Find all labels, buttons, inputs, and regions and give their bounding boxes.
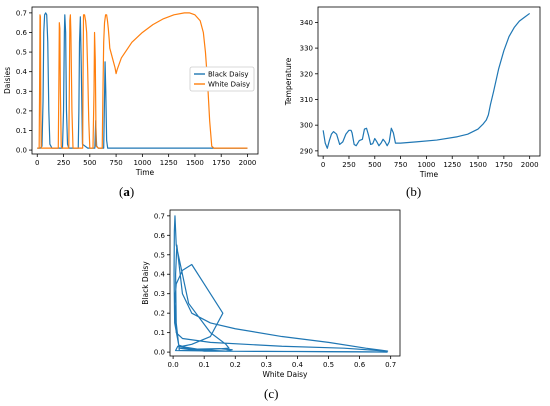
x-tick-label: 500 (368, 161, 381, 169)
series-line-c-1 (173, 215, 389, 353)
x-tick-label: 250 (342, 161, 355, 169)
x-tick-label: 750 (109, 159, 122, 167)
y-tick-label: 0.3 (16, 88, 27, 96)
y-tick-label: 0.1 (154, 329, 165, 337)
x-tick-label: 750 (394, 161, 407, 169)
y-tick-label: 0.2 (154, 310, 165, 318)
x-tick-label: 1000 (133, 159, 151, 167)
y-tick-label: 0.5 (154, 251, 165, 259)
x-tick-label: 1750 (495, 161, 513, 169)
x-tick-label: 1500 (186, 159, 204, 167)
x-tick-label: 0.2 (230, 361, 241, 369)
plot-frame-b (317, 6, 541, 157)
chart-panel-a: 0 250 500 750 1000 1250 1500 1750 2000 0.0 0.1 0.2 0… (3, 6, 259, 177)
chart-panel-b: 0 250 500 750 1000 1250 1500 1750 2000 290 300 310 3… (284, 6, 541, 179)
y-tick-label: 300 (300, 122, 313, 130)
y-tick-label: 0.5 (16, 49, 27, 57)
x-tick-label: 0.1 (199, 361, 210, 369)
plot-frame-a (31, 6, 259, 155)
y-tick-label: 340 (300, 19, 313, 27)
x-tick-label: 1750 (212, 159, 230, 167)
series-line-a-2 (37, 12, 248, 149)
x-tick-label: 1250 (160, 159, 178, 167)
x-tick-label: 1500 (469, 161, 487, 169)
y-tick-label: 0.2 (16, 107, 27, 115)
y-tick-label: 0.0 (16, 147, 27, 155)
x-tick-label: 0.0 (168, 361, 179, 369)
y-tick-label: 0.7 (16, 9, 27, 17)
y-tick-label: 310 (300, 96, 313, 104)
x-tick-label: 0 (35, 159, 39, 167)
y-axis-label-b: Temperature (284, 57, 293, 106)
x-tick-label: 1000 (418, 161, 436, 169)
x-tick-label: 2000 (239, 159, 257, 167)
x-axis-label-c: White Daisy (263, 370, 309, 379)
x-tick-label: 0 (321, 161, 325, 169)
y-axis-label-a: Daisies (3, 67, 12, 94)
panel-label-c: (c) (264, 386, 279, 401)
x-tick-label: 0.6 (354, 361, 366, 369)
y-tick-label: 0.7 (154, 212, 165, 220)
y-tick-label: 0.6 (16, 29, 28, 37)
y-tick-label: 0.0 (154, 349, 165, 357)
chart-panel-c: 0.0 0.1 0.2 0.3 0.4 0.5 0.6 0.7 0.0 0.1 0.2 0.3 0.4 0… (141, 209, 401, 379)
legend-entry: White Daisy (208, 81, 250, 89)
y-tick-label: 320 (300, 70, 313, 78)
series-line-b-1 (322, 12, 531, 149)
x-axis-label-a: Time (135, 168, 155, 177)
x-axis-label-b: Time (419, 170, 439, 179)
y-tick-label: 290 (300, 147, 313, 155)
x-tick-label: 0.3 (261, 361, 272, 369)
x-tick-label: 250 (57, 159, 70, 167)
x-tick-label: 2000 (521, 161, 539, 169)
x-tick-label: 500 (83, 159, 96, 167)
panel-label-b: (b) (406, 184, 422, 199)
legend-box (189, 66, 255, 92)
y-tick-label: 0.3 (154, 290, 165, 298)
legend-entry: Black Daisy (208, 71, 249, 79)
y-axis-label-c: Black Daisy (141, 261, 150, 305)
x-tick-label: 0.5 (323, 361, 334, 369)
x-tick-label: 1250 (443, 161, 461, 169)
y-tick-label: 0.1 (16, 127, 27, 135)
panel-label-a: (a) (119, 184, 135, 199)
y-tick-label: 0.6 (154, 232, 166, 240)
y-tick-label: 0.4 (154, 271, 166, 279)
x-tick-label: 0.4 (292, 361, 304, 369)
x-tick-label: 0.7 (385, 361, 396, 369)
y-tick-label: 330 (300, 45, 313, 53)
plot-frame-c (169, 209, 401, 357)
y-tick-label: 0.4 (16, 68, 28, 76)
